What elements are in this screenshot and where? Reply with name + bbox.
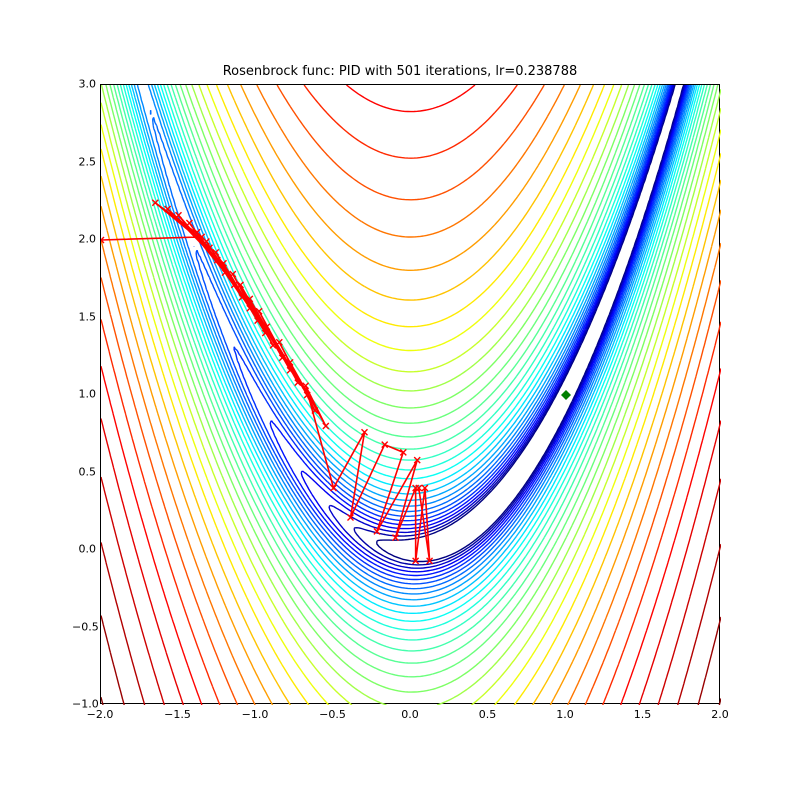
contour-line	[101, 542, 721, 705]
contour-line	[114, 85, 711, 663]
path-marker	[323, 423, 329, 429]
contour-line	[101, 697, 721, 705]
contour-line	[151, 85, 691, 589]
minimum-marker	[561, 390, 571, 400]
contour-line	[101, 85, 721, 705]
ytick-label: 0.0	[72, 543, 96, 556]
xtick-label: 0.0	[401, 708, 419, 721]
xtick-label: 1.5	[634, 708, 652, 721]
ytick-label: 3.0	[72, 78, 96, 91]
contour-line	[101, 85, 721, 705]
ytick-label: 2.0	[72, 233, 96, 246]
ytick-label: 1.0	[72, 388, 96, 401]
contour-line	[101, 85, 721, 705]
xtick-label: −1.0	[242, 708, 269, 721]
contour-line	[101, 85, 721, 705]
chart-title: Rosenbrock func: PID with 501 iterations…	[0, 64, 800, 79]
chart-plot-area	[100, 84, 720, 704]
ytick-label: 0.5	[72, 465, 96, 478]
xtick-label: 2.0	[711, 708, 729, 721]
contour-line	[101, 85, 721, 705]
xtick-label: 1.0	[556, 708, 574, 721]
ytick-label: −1.0	[72, 698, 96, 711]
contour-line	[101, 419, 721, 706]
chart-svg	[101, 85, 721, 705]
contour-line	[101, 85, 721, 705]
xtick-label: −0.5	[319, 708, 346, 721]
contour-line	[126, 85, 699, 621]
xtick-label: 0.5	[479, 708, 497, 721]
contour-line	[101, 85, 721, 705]
optimizer-path	[101, 200, 433, 564]
contour-line	[102, 85, 722, 705]
ytick-label: 2.5	[72, 155, 96, 168]
ytick-label: −0.5	[72, 620, 96, 633]
xtick-label: −1.5	[164, 708, 191, 721]
ytick-label: 1.5	[72, 310, 96, 323]
contours	[101, 85, 721, 705]
contour-line	[101, 85, 721, 705]
contour-line	[101, 85, 721, 705]
